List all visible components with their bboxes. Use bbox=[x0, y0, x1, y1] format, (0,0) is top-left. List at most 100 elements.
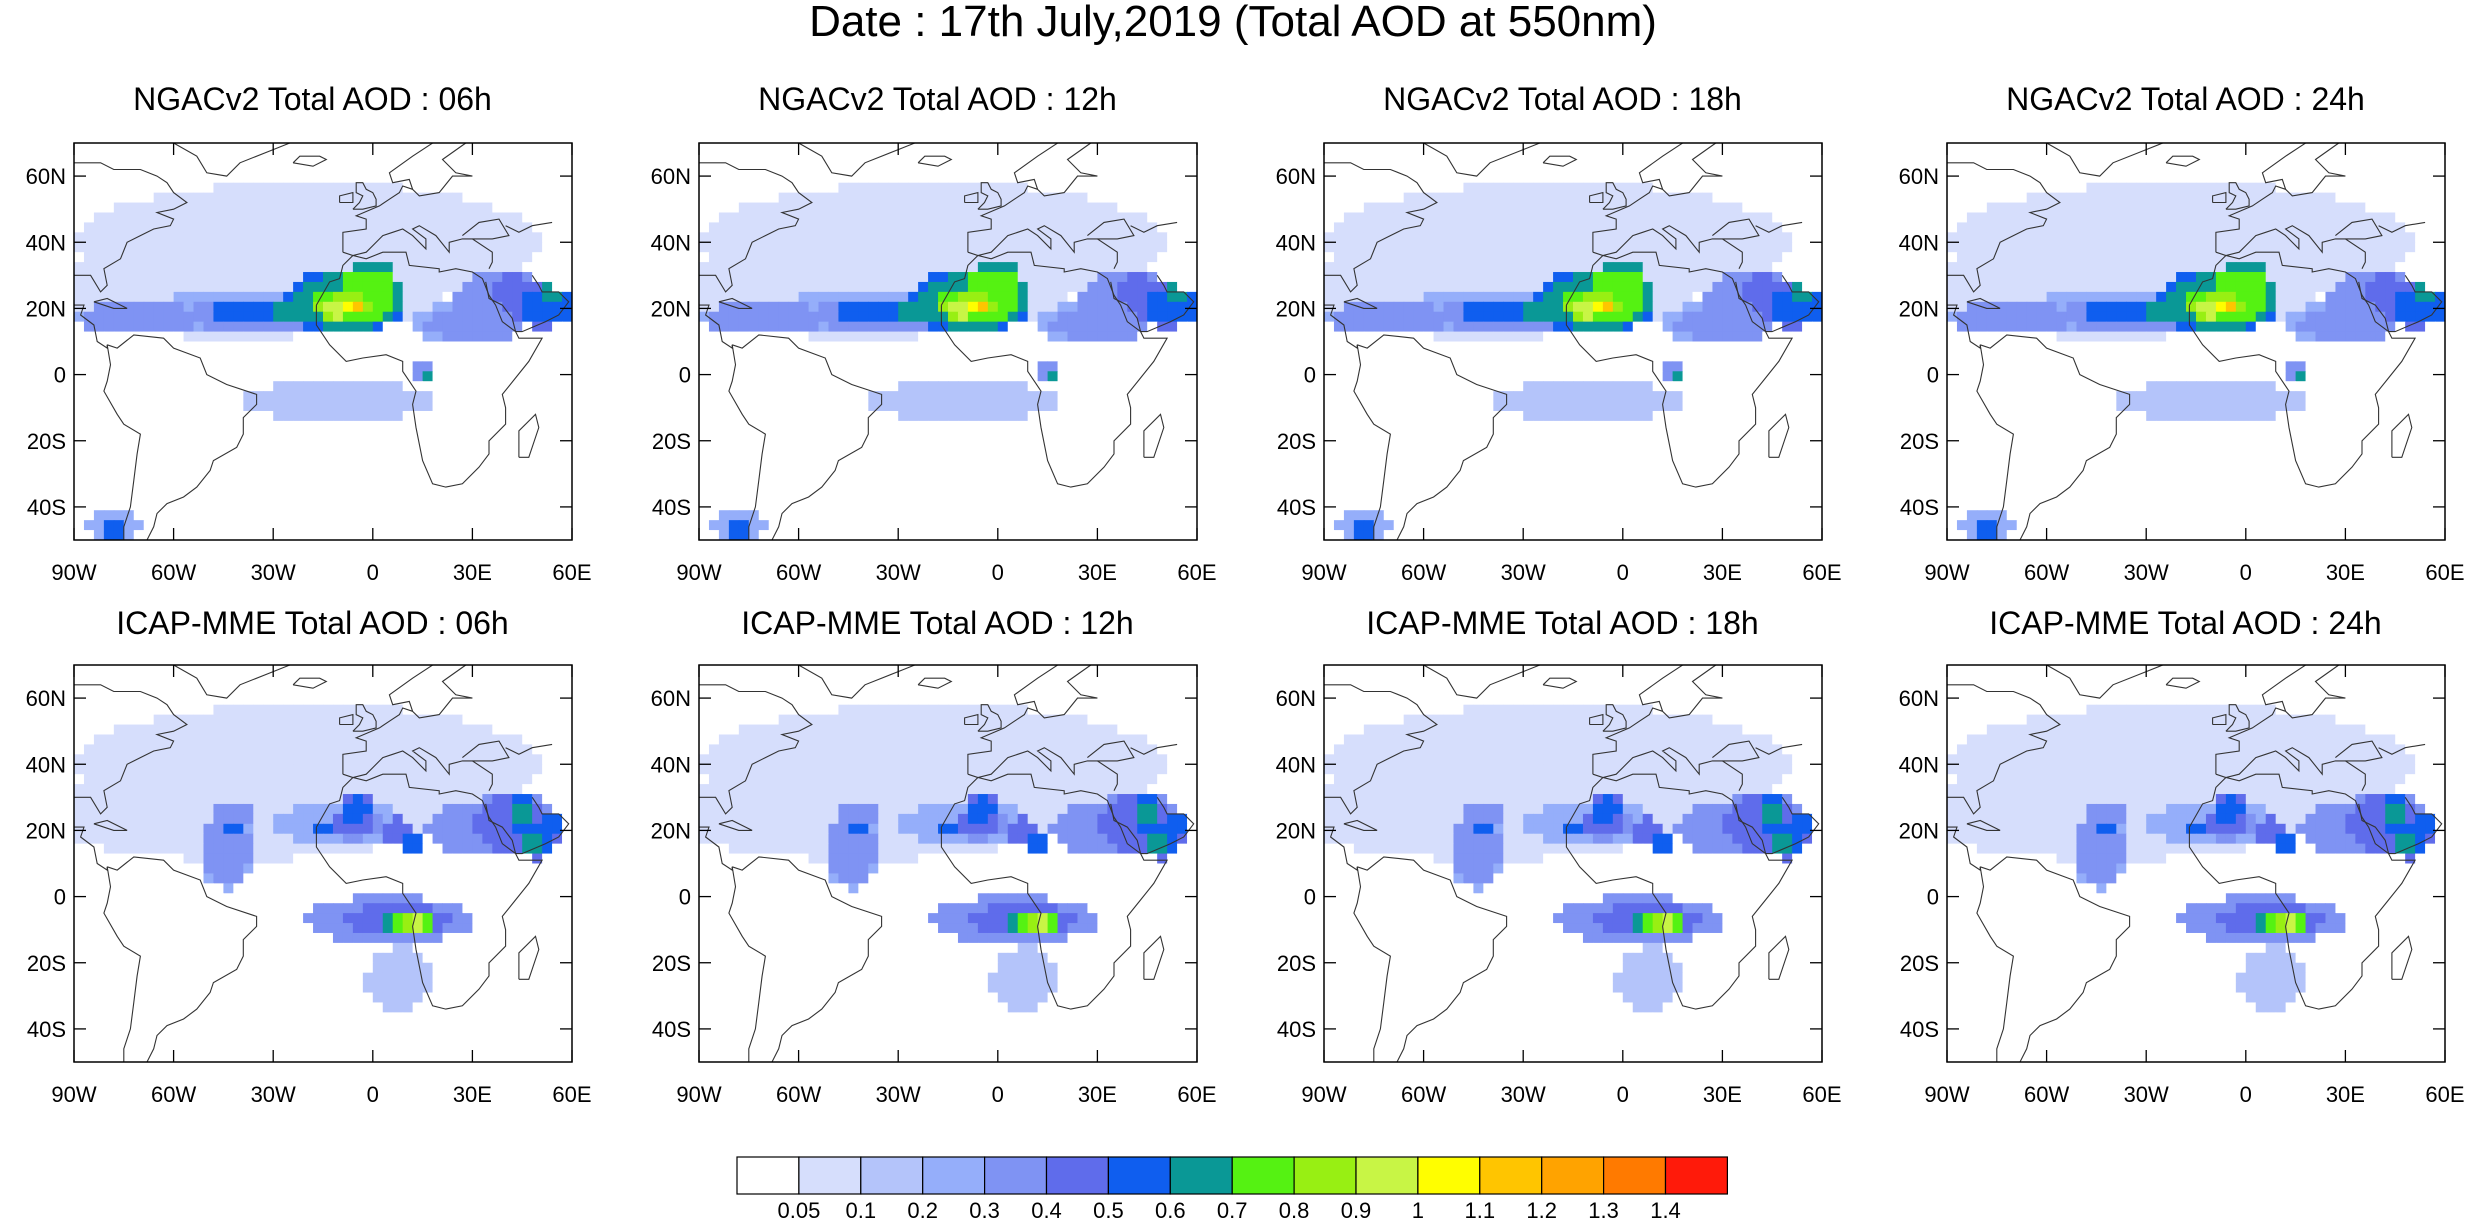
aod-cell bbox=[233, 470, 244, 481]
aod-cell bbox=[462, 272, 473, 283]
aod-cell bbox=[1187, 321, 1198, 333]
aod-cell bbox=[908, 410, 919, 422]
aod-cell bbox=[432, 460, 444, 472]
aod-cell bbox=[213, 321, 224, 333]
aod-cell bbox=[193, 470, 204, 481]
aod-cell bbox=[828, 291, 839, 303]
aod-cell bbox=[1752, 212, 1763, 223]
aod-cell bbox=[1503, 262, 1514, 273]
aod-cell bbox=[1742, 162, 1753, 174]
aod-cell bbox=[243, 500, 254, 511]
aod-cell bbox=[1463, 291, 1474, 303]
aod-cell bbox=[263, 242, 274, 253]
aod-cell bbox=[888, 381, 899, 392]
aod-cell bbox=[967, 301, 979, 313]
aod-cell bbox=[462, 152, 473, 164]
aod-cell bbox=[143, 410, 155, 422]
aod-cell bbox=[1672, 202, 1684, 213]
aod-cell bbox=[352, 272, 364, 283]
aod-cell bbox=[412, 361, 424, 372]
aod-cell bbox=[552, 192, 563, 204]
aod-cell bbox=[283, 440, 294, 452]
aod-cell bbox=[1682, 281, 1694, 293]
aod-cell bbox=[332, 470, 344, 481]
aod-cell bbox=[1563, 262, 1574, 273]
aod-cell bbox=[818, 440, 829, 452]
aod-cell bbox=[1493, 232, 1504, 243]
aod-cell bbox=[1187, 450, 1198, 462]
aod-cell bbox=[997, 361, 1009, 372]
aod-cell bbox=[1433, 232, 1445, 243]
aod-cell bbox=[512, 510, 523, 521]
aod-cell bbox=[103, 510, 115, 521]
aod-cell bbox=[552, 232, 563, 243]
aod-cell bbox=[542, 192, 553, 204]
aod-cell bbox=[1393, 182, 1405, 194]
aod-cell bbox=[1027, 420, 1039, 432]
aod-cell bbox=[562, 381, 573, 392]
aod-cell bbox=[1553, 162, 1564, 174]
aod-cell bbox=[1682, 152, 1694, 164]
aod-cell bbox=[1553, 311, 1564, 323]
aod-cell bbox=[213, 291, 224, 303]
aod-cell bbox=[342, 232, 354, 243]
aod-cell bbox=[1027, 530, 1039, 541]
aod-cell bbox=[908, 162, 919, 174]
aod-cell bbox=[1652, 152, 1664, 164]
aod-cell bbox=[818, 143, 829, 154]
aod-cell bbox=[1117, 252, 1128, 263]
aod-cell bbox=[758, 450, 770, 462]
aod-cell bbox=[542, 460, 553, 472]
aod-cell bbox=[1097, 172, 1108, 184]
aod-cell bbox=[738, 381, 750, 392]
aod-cell bbox=[888, 420, 899, 432]
aod-cell bbox=[332, 520, 344, 531]
aod-cell bbox=[133, 391, 145, 402]
aod-cell bbox=[1443, 192, 1454, 204]
aod-cell bbox=[263, 420, 274, 432]
aod-cell bbox=[542, 311, 553, 323]
aod-cell bbox=[1107, 500, 1118, 511]
aod-cell bbox=[442, 371, 453, 382]
aod-cell bbox=[1333, 182, 1345, 194]
aod-cell bbox=[808, 143, 820, 154]
aod-cell bbox=[332, 222, 344, 233]
aod-cell bbox=[342, 520, 354, 531]
aod-cell bbox=[422, 192, 434, 204]
aod-cell bbox=[1167, 301, 1178, 313]
aod-cell bbox=[352, 480, 364, 491]
aod-cell bbox=[1097, 143, 1108, 154]
aod-cell bbox=[352, 172, 364, 184]
aod-cell bbox=[1612, 192, 1624, 204]
aod-cell bbox=[1027, 262, 1039, 273]
aod-cell bbox=[987, 341, 999, 352]
aod-cell bbox=[1177, 510, 1188, 521]
aod-cell bbox=[1423, 311, 1435, 323]
aod-cell bbox=[1353, 281, 1365, 293]
aod-cell bbox=[163, 272, 175, 283]
aod-cell bbox=[1027, 371, 1039, 382]
aod-cell bbox=[323, 222, 334, 233]
aod-cell bbox=[1612, 301, 1624, 313]
aod-cell bbox=[1433, 301, 1445, 313]
aod-cell bbox=[183, 480, 195, 491]
lat-tick-label: 40N bbox=[26, 230, 66, 255]
aod-cell bbox=[452, 520, 463, 531]
aod-cell bbox=[1792, 172, 1803, 184]
aod-cell bbox=[1107, 440, 1118, 452]
aod-cell bbox=[203, 272, 214, 283]
aod-cell bbox=[83, 361, 95, 372]
aod-cell bbox=[243, 351, 254, 362]
aod-cell bbox=[492, 182, 503, 194]
aod-cell bbox=[213, 401, 224, 412]
aod-cell bbox=[512, 341, 523, 352]
aod-cell bbox=[273, 450, 284, 462]
aod-cell bbox=[392, 192, 404, 204]
aod-cell bbox=[74, 281, 85, 293]
aod-cell bbox=[402, 281, 414, 293]
lon-tick-label: 0 bbox=[992, 560, 1004, 585]
aod-cell bbox=[928, 321, 939, 333]
aod-cell bbox=[1443, 281, 1454, 293]
aod-cell bbox=[1672, 232, 1684, 243]
